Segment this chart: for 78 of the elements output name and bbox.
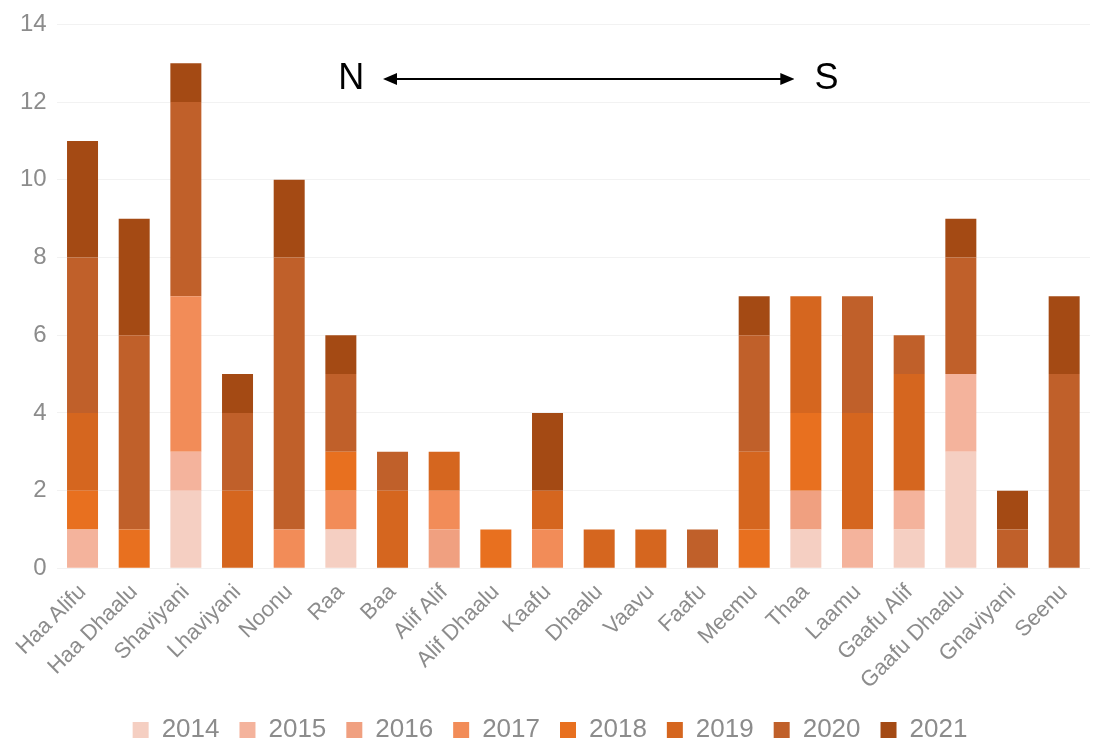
bar [170,102,202,297]
bar [738,335,770,452]
y-tick-label: 6 [33,319,47,347]
bar [893,374,925,491]
bar [738,296,770,336]
bar [325,451,357,491]
bar [428,451,460,491]
bar [118,529,150,568]
bar [170,451,202,491]
bar [480,529,512,568]
bar [170,490,202,568]
bar [893,490,925,530]
bar [325,529,357,568]
legend-label: 2014 [161,713,220,744]
bar [325,374,357,452]
bar [428,490,460,530]
y-tick-label: 4 [33,397,47,425]
bar [325,490,357,530]
y-tick-label: 2 [33,475,47,503]
bar [945,257,977,375]
bar [687,529,719,568]
bar [67,257,99,413]
legend-label: 2019 [695,713,754,744]
bar [222,490,254,568]
bar [893,529,925,568]
y-tick-label: 12 [19,86,47,114]
bar [790,529,822,568]
legend-label: 2018 [589,713,647,744]
bar [428,529,460,568]
bar [945,451,977,568]
legend-label: 2020 [802,713,861,744]
bar [842,412,874,530]
bar [67,140,99,258]
bar [273,529,305,568]
legend-label: 2016 [375,713,434,744]
bar [532,529,564,568]
bar [222,374,254,413]
bar [842,296,874,413]
bar [67,490,99,530]
bar [945,218,977,258]
bar [67,529,99,568]
y-tick-label: 0 [33,552,47,580]
bar [738,529,770,568]
bar [118,218,150,336]
bar [738,451,770,530]
legend-label: 2015 [268,713,327,744]
bar [1048,296,1080,375]
bar [790,490,822,530]
bar [170,296,202,452]
bar [325,335,357,375]
bar [997,490,1028,530]
bar [222,412,254,491]
y-tick-label: 10 [19,164,47,192]
annotation: N [338,55,365,97]
bar [67,412,99,491]
annotation: S [814,55,839,97]
bar [893,335,925,375]
bar [1048,374,1080,568]
bar [170,63,202,103]
bar [635,529,667,568]
bar [945,374,977,452]
bar [997,529,1028,568]
bar [118,335,150,530]
y-tick-label: 8 [33,242,47,270]
legend-label: 2021 [909,713,968,744]
legend-label: 2017 [482,713,540,744]
bar [583,529,615,568]
x-tick-label: Raa [302,578,350,626]
bar [377,490,409,568]
bar [790,412,822,491]
bar [532,490,564,530]
y-tick-label: 14 [19,9,47,37]
bar [377,451,409,491]
bar [790,296,822,413]
bar [532,412,564,491]
bar [842,529,874,568]
bar [273,179,305,258]
bar [273,257,305,530]
